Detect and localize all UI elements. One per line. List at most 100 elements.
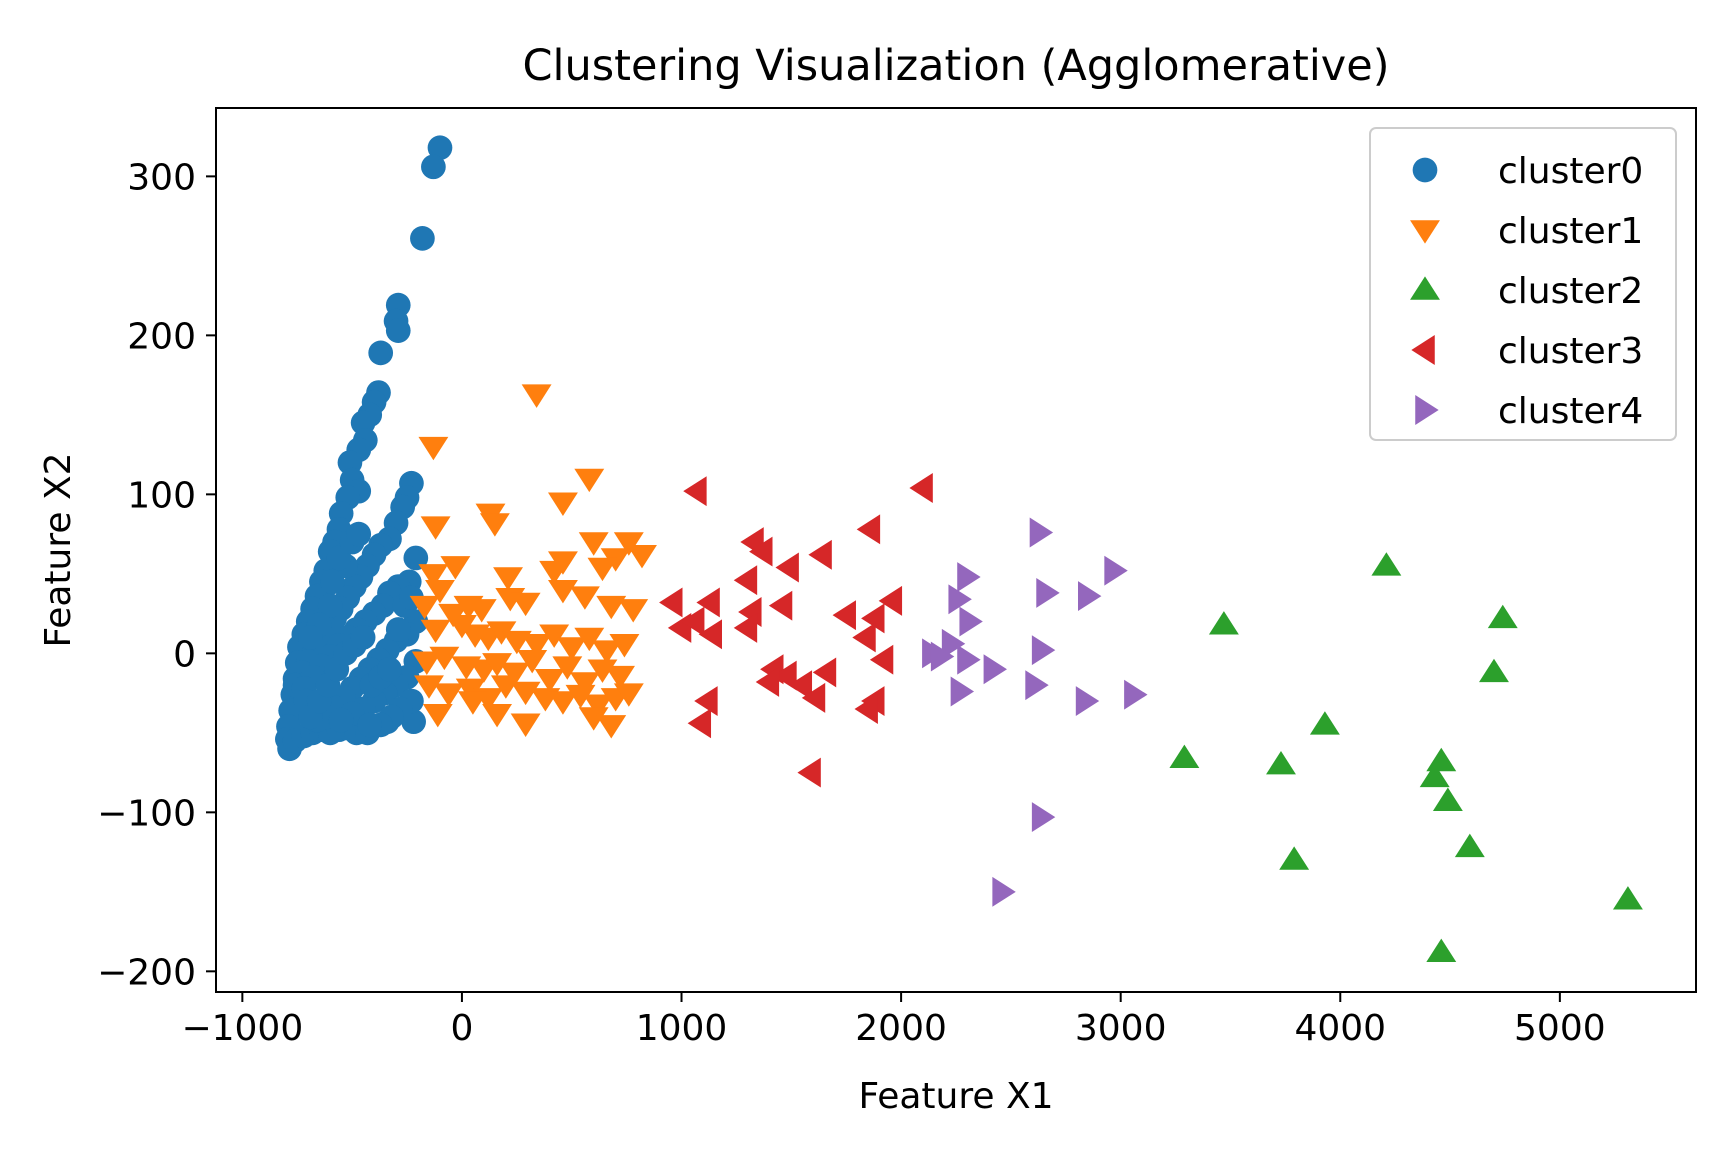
data-point-cluster4 (948, 584, 972, 615)
data-point-cluster4 (959, 606, 983, 637)
data-point-cluster1 (591, 640, 622, 664)
data-point-cluster1 (587, 557, 618, 582)
legend-marker (1412, 157, 1438, 183)
data-point-cluster4 (941, 628, 966, 659)
data-point-cluster1 (613, 683, 644, 707)
data-point-cluster1 (433, 683, 464, 707)
data-point-cluster0 (350, 625, 376, 650)
x-tick-label: 1000 (636, 1008, 728, 1049)
series-cluster2 (1169, 552, 1643, 963)
data-point-cluster1 (414, 675, 444, 699)
legend-item: cluster3 (1411, 331, 1643, 372)
x-tick-label: −1000 (181, 1008, 303, 1049)
data-point-cluster2 (1479, 658, 1509, 683)
data-point-cluster3 (733, 612, 758, 643)
data-point-cluster3 (659, 587, 683, 618)
data-point-cluster1 (411, 651, 442, 675)
data-point-cluster1 (539, 624, 570, 648)
y-tick-label: −100 (97, 793, 196, 834)
data-point-cluster3 (808, 539, 832, 570)
y-tick-label: 300 (127, 157, 196, 198)
data-point-cluster3 (854, 694, 878, 724)
series-cluster0 (275, 135, 453, 762)
data-point-cluster1 (565, 684, 596, 709)
data-point-cluster3 (681, 606, 705, 637)
data-point-cluster1 (556, 637, 587, 661)
legend-box (1369, 127, 1677, 441)
data-point-cluster1 (510, 681, 541, 706)
data-point-cluster1 (613, 532, 644, 556)
data-point-cluster1 (596, 595, 627, 620)
data-point-cluster2 (1432, 787, 1463, 811)
data-point-cluster3 (852, 622, 876, 653)
data-point-cluster4 (1036, 577, 1060, 608)
legend-item: cluster2 (1410, 271, 1643, 312)
data-point-cluster3 (812, 657, 837, 688)
data-point-cluster1 (482, 653, 513, 677)
data-point-cluster3 (801, 682, 826, 713)
data-point-cluster1 (569, 586, 600, 610)
legend-label: cluster0 (1498, 151, 1643, 192)
data-point-cluster4 (1078, 581, 1102, 612)
data-point-cluster1 (493, 567, 523, 591)
legend-marker (1411, 335, 1435, 365)
data-point-cluster3 (696, 587, 720, 618)
data-point-cluster3 (909, 473, 933, 503)
data-point-cluster2 (1279, 846, 1310, 870)
data-point-cluster1 (534, 669, 565, 693)
data-point-cluster3 (775, 552, 799, 583)
data-point-cluster0 (320, 569, 345, 595)
legend-label: cluster2 (1498, 271, 1643, 312)
legend: cluster0 cluster1 cluster2 cluster3 cluster4 (1369, 127, 1677, 441)
plot-area-frame (215, 107, 1697, 993)
data-point-cluster2 (1208, 611, 1239, 635)
data-point-cluster4 (983, 654, 1007, 685)
data-point-cluster4 (950, 676, 975, 707)
legend-item: cluster4 (1415, 391, 1643, 432)
data-point-cluster1 (539, 560, 570, 585)
legend-marker (1410, 276, 1440, 300)
data-point-cluster1 (482, 704, 513, 728)
x-axis-title: Feature X1 (858, 1076, 1053, 1117)
y-tick-label: 0 (173, 634, 196, 675)
data-point-cluster2 (1426, 938, 1457, 963)
data-point-cluster1 (466, 599, 497, 623)
data-point-cluster1 (517, 649, 548, 674)
data-point-cluster0 (357, 712, 383, 738)
legend-item: cluster0 (1412, 151, 1643, 192)
data-point-cluster4 (1025, 670, 1049, 701)
data-point-cluster1 (440, 556, 471, 580)
data-point-cluster4 (1075, 686, 1100, 716)
data-point-cluster3 (694, 686, 718, 716)
data-point-cluster0 (385, 617, 411, 642)
y-tick-label: 200 (127, 316, 196, 357)
data-point-cluster2 (1487, 604, 1518, 629)
data-point-cluster1 (409, 595, 440, 620)
data-point-cluster3 (683, 476, 707, 507)
data-point-cluster3 (749, 536, 773, 567)
data-point-cluster2 (1371, 552, 1402, 576)
data-point-cluster1 (510, 713, 541, 737)
data-point-cluster3 (832, 600, 856, 631)
data-point-cluster1 (587, 659, 618, 683)
data-point-cluster4 (957, 562, 981, 592)
data-point-cluster2 (1266, 750, 1296, 775)
data-point-cluster0 (346, 521, 372, 547)
data-point-cluster1 (457, 691, 488, 715)
data-point-cluster1 (627, 545, 657, 569)
data-point-cluster1 (574, 627, 605, 652)
data-point-cluster2 (1454, 833, 1485, 858)
data-point-cluster0 (298, 625, 323, 650)
data-markers (275, 135, 1643, 963)
x-tick-label: 2000 (855, 1008, 947, 1049)
legend-item: cluster1 (1410, 211, 1643, 252)
data-point-cluster1 (420, 516, 451, 540)
data-point-cluster0 (427, 135, 453, 161)
y-axis-title: Feature X2 (38, 452, 79, 647)
series-cluster1 (409, 384, 657, 739)
data-point-cluster0 (421, 154, 446, 180)
data-point-cluster4 (957, 644, 981, 675)
series-cluster3 (659, 473, 933, 788)
data-point-cluster1 (429, 646, 460, 671)
